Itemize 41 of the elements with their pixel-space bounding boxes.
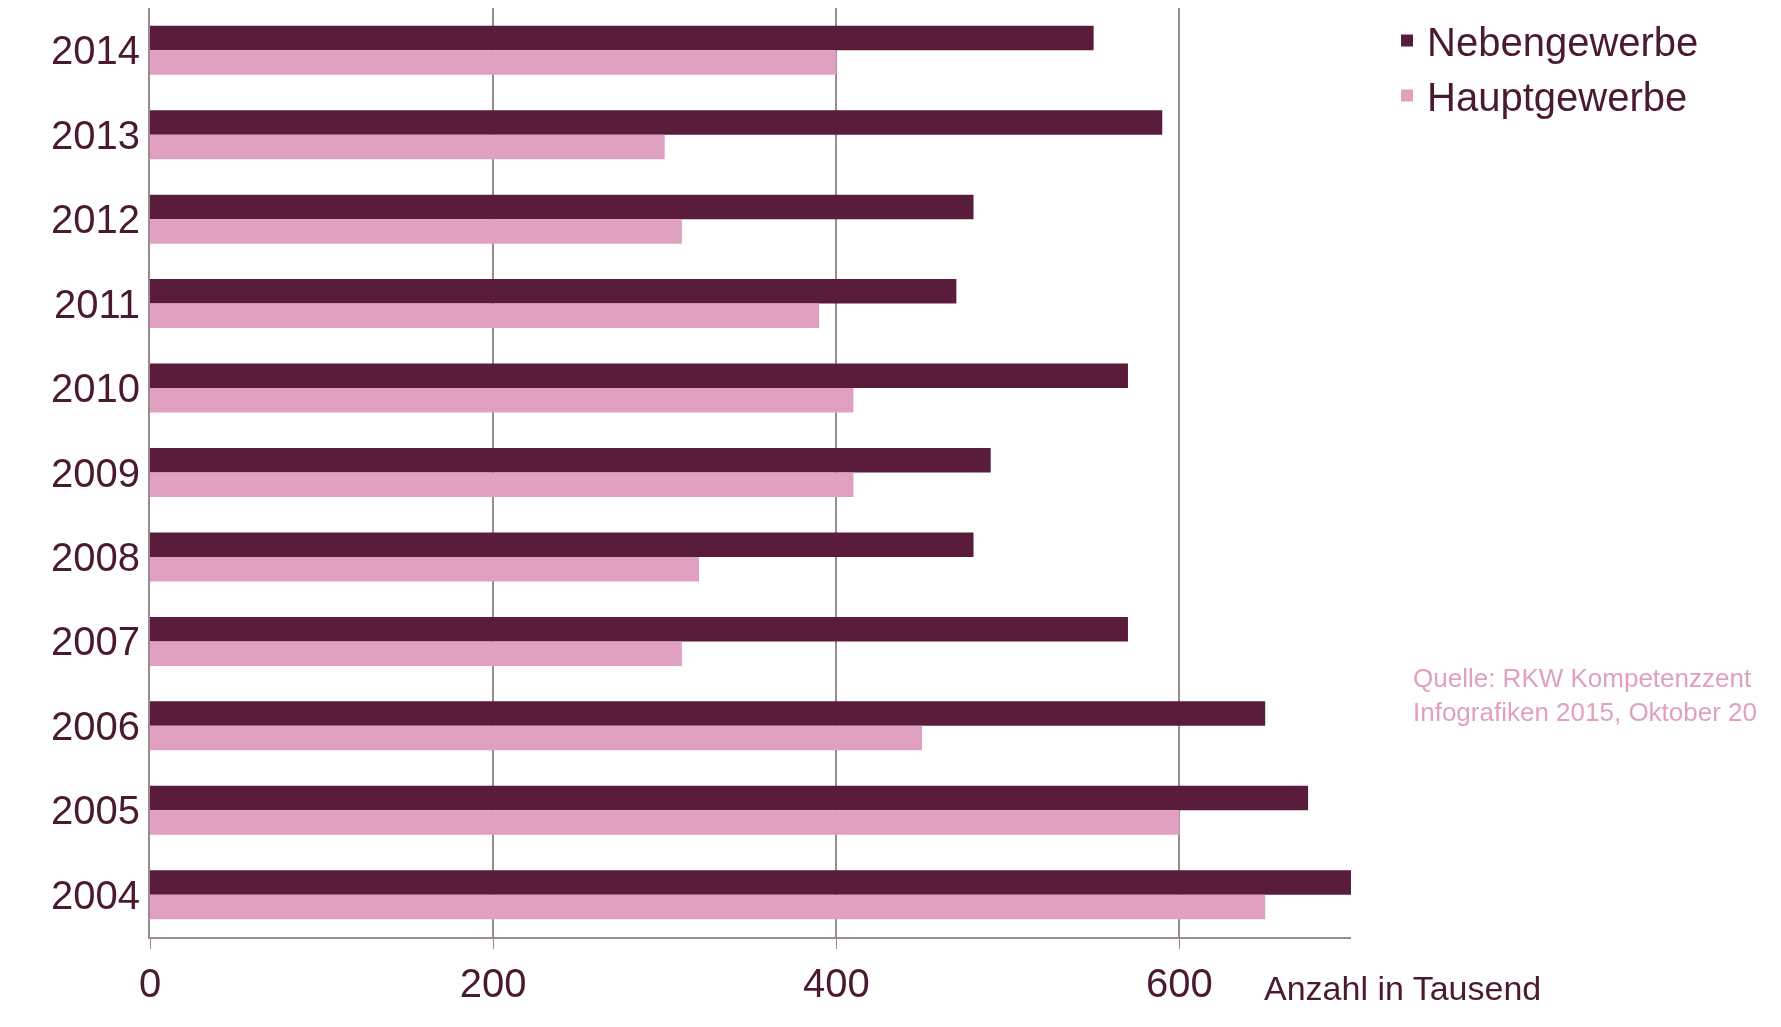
bar: [150, 134, 665, 160]
source-note: Quelle: RKW Kompetenzzent Infografiken 2015, Oktober 20: [1413, 663, 1758, 727]
y-tick-label: 2009: [51, 450, 140, 495]
y-tick-label: 2004: [51, 872, 140, 917]
bar: [150, 725, 923, 751]
bar: [150, 388, 854, 413]
y-tick-label: 2014: [51, 28, 140, 73]
x-axis-title: Anzahl in Tausend: [1264, 969, 1542, 1007]
bar: [150, 110, 1163, 135]
bar: [150, 25, 1094, 51]
bar: [150, 219, 682, 244]
bar: [150, 641, 682, 666]
x-tick-label: 600: [1146, 961, 1213, 1005]
legend-label: Hauptgewerbe: [1427, 75, 1688, 120]
bar: [150, 785, 1309, 811]
x-tick-label: 400: [802, 961, 870, 1005]
bar: [150, 194, 974, 220]
bar: [150, 448, 991, 473]
y-tick-label: 2013: [51, 112, 140, 157]
x-tick-label: 0: [138, 961, 162, 1005]
y-tick-label: 2005: [51, 788, 140, 833]
bar: [150, 532, 974, 557]
bar: [150, 810, 1180, 835]
y-tick-label: 2012: [51, 197, 140, 242]
y-tick-label: 2008: [51, 534, 140, 579]
bar: [150, 50, 837, 75]
bar: [150, 894, 1266, 920]
bar: [150, 556, 700, 582]
y-tick-label: 2011: [53, 281, 140, 326]
y-tick-label: 2010: [51, 366, 140, 411]
bar: [150, 472, 854, 497]
y-tick-label: 2006: [51, 703, 140, 748]
y-tick-label: 2007: [51, 619, 140, 664]
bar: [150, 870, 1351, 895]
bar: [150, 701, 1266, 726]
legend-label: Nebengewerbe: [1427, 20, 1699, 65]
bar: [150, 616, 1128, 642]
bar: [150, 363, 1128, 389]
bar: [150, 279, 957, 304]
x-tick-label: 200: [459, 961, 527, 1005]
bar: [150, 303, 820, 329]
